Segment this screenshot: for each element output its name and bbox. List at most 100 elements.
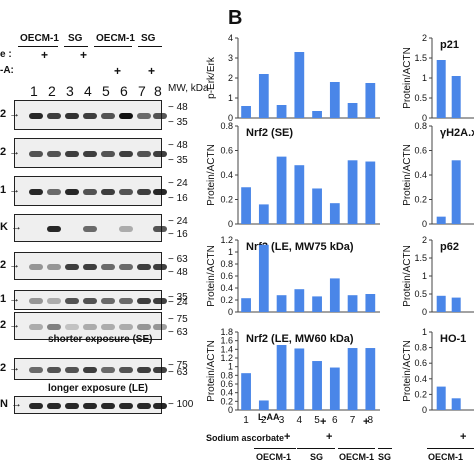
y-tick-label: 0.5: [414, 93, 427, 103]
blot-band: [65, 298, 79, 304]
mw-marker: − 48: [168, 267, 188, 278]
x-tick-label: 3: [279, 415, 285, 426]
blot-band: [101, 298, 115, 304]
blot-band: [119, 324, 133, 330]
blot-band: [153, 367, 167, 373]
blot-band: [47, 264, 61, 270]
blot-row-label: K →: [0, 221, 22, 233]
blot-row-label: 2 →: [0, 362, 21, 374]
bar: [451, 76, 461, 118]
bar: [312, 111, 322, 118]
lane-number: 2: [48, 83, 56, 99]
mw-marker: − 35: [168, 155, 188, 166]
bar: [347, 103, 358, 118]
group-label: SG: [310, 452, 324, 462]
bar: [241, 298, 251, 312]
blot-band: [137, 403, 151, 409]
bar: [276, 105, 287, 118]
bar: [365, 348, 376, 410]
blot-image: [14, 100, 167, 130]
plus-sign: +: [460, 431, 467, 443]
blot-image: [14, 358, 167, 380]
bar: [329, 82, 340, 118]
blot-image: [14, 252, 167, 280]
bar: [347, 348, 358, 410]
le-label: longer exposure (LE): [48, 383, 149, 394]
y-axis-label: Protein/ACTN: [402, 245, 413, 307]
blot-band: [101, 324, 115, 330]
mw-marker: − 48: [168, 140, 188, 151]
blot-band: [101, 403, 115, 409]
blot-row-label: 2 →: [0, 146, 21, 158]
y-tick-label: 1.5: [414, 53, 427, 63]
blot-row-label: N →: [0, 398, 22, 410]
y-tick-label: 1: [228, 247, 233, 257]
y-axis-label: Protein/ACTN: [206, 245, 217, 307]
bar: [451, 160, 461, 224]
blot-band: [47, 367, 61, 373]
mw-marker: − 24: [168, 216, 188, 227]
mw-marker: − 24: [168, 297, 188, 308]
blot-band: [137, 113, 151, 119]
y-axis-label: Protein/ACTN: [402, 340, 413, 402]
y-tick-label: 0: [228, 113, 233, 123]
y-tick-label: 1: [422, 327, 427, 337]
y-tick-label: 2: [228, 73, 233, 83]
mw-marker: − 75: [168, 360, 188, 371]
blot-band: [83, 367, 97, 373]
blot-band: [65, 151, 79, 157]
y-tick-label: 0.6: [414, 358, 427, 368]
blot-band: [137, 151, 151, 157]
bar: [294, 348, 305, 410]
bar: [451, 297, 461, 312]
blot-band: [47, 189, 61, 195]
bar: [365, 161, 376, 224]
bar: [436, 386, 446, 410]
y-axis-label: Protein/ACTN: [402, 144, 413, 206]
group-underline: [64, 46, 88, 47]
lane-number: 6: [120, 83, 128, 99]
mw-marker: − 63: [168, 327, 188, 338]
y-tick-label: 1: [228, 362, 233, 372]
blot-band: [119, 189, 133, 195]
y-tick-label: 0: [422, 219, 427, 229]
blot-band: [153, 113, 167, 119]
laa-row-label: -A:: [0, 65, 14, 76]
chart-title: Nrf2 (LE, MW60 kDa): [246, 333, 354, 345]
bar: [436, 295, 446, 312]
y-tick-label: 0.6: [414, 146, 427, 156]
chart-title: γH2A.x: [440, 127, 474, 139]
mw-marker: − 63: [168, 367, 188, 378]
mw-marker: − 100: [168, 399, 194, 410]
bar: [241, 187, 251, 224]
group-underline: [138, 46, 162, 47]
blot-band: [137, 298, 151, 304]
lane-number: 4: [84, 83, 92, 99]
chart-title: Nrf2 (SE): [246, 127, 293, 139]
blot-band: [83, 151, 97, 157]
se-label: shorter exposure (SE): [48, 334, 153, 345]
y-tick-label: 0.4: [220, 283, 233, 293]
y-axis-label: p-Erk/Erk: [206, 56, 217, 99]
blot-band: [119, 264, 133, 270]
blot-image: [14, 176, 167, 206]
blot-band: [29, 113, 43, 119]
y-tick-label: 0: [422, 307, 427, 317]
blot-band: [29, 264, 43, 270]
y-tick-label: 0.8: [220, 259, 233, 269]
blot-band: [137, 264, 151, 270]
y-tick-label: 0.6: [220, 379, 233, 389]
bar: [276, 156, 287, 224]
y-tick-label: 2: [422, 235, 427, 245]
bar: [258, 244, 269, 312]
blot-band: [119, 298, 133, 304]
blot-band: [47, 403, 61, 409]
blot-band: [119, 226, 133, 232]
blot-row-label: 1 →: [0, 293, 21, 305]
y-axis-label: Protein/ACTN: [206, 340, 217, 402]
lane-number: 1: [30, 83, 38, 99]
plus-sign: +: [326, 431, 333, 443]
x-tick-label: 5: [314, 415, 320, 426]
blot-band: [137, 189, 151, 195]
